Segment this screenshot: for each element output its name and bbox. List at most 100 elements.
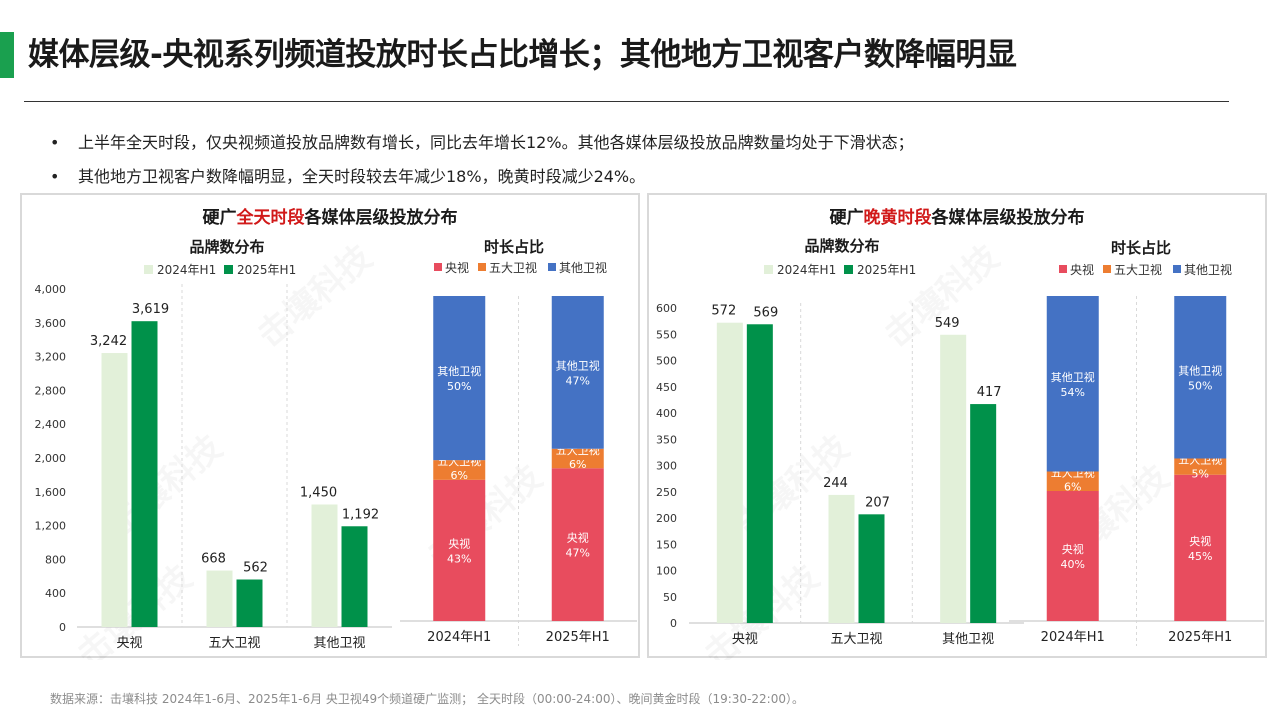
y-tick-label: 600 xyxy=(656,302,677,315)
x-tick-label: 其他卫视 xyxy=(313,636,365,651)
y-tick-label: 250 xyxy=(656,486,677,499)
bar-value-label: 668 xyxy=(201,552,226,567)
x-tick-label: 央视 xyxy=(732,632,758,647)
panel-all-day: 硬广全天时段各媒体层级投放分布 击壤科技击壤科技击壤科技击壤科技品牌数分布202… xyxy=(20,193,640,658)
bar-value-label: 244 xyxy=(823,476,848,491)
bar xyxy=(131,321,158,627)
legend-swatch xyxy=(1059,265,1067,273)
segment-value: 6% xyxy=(451,469,468,482)
segment-value: 6% xyxy=(569,458,586,471)
legend-label: 2025年H1 xyxy=(857,263,916,277)
legend-swatch xyxy=(1103,265,1111,273)
stack-segment xyxy=(551,296,604,449)
bar xyxy=(206,570,233,627)
legend-swatch xyxy=(224,265,233,274)
y-tick-label: 400 xyxy=(45,587,66,600)
y-tick-label: 3,200 xyxy=(35,351,67,364)
panel-title-pre: 硬广 xyxy=(829,208,864,228)
bar xyxy=(828,494,855,623)
bar xyxy=(716,322,743,623)
legend-label: 2024年H1 xyxy=(777,263,836,277)
stack-segment xyxy=(1174,296,1227,459)
panel-title-post: 各媒体层级投放分布 xyxy=(304,208,458,228)
source-note: 数据来源：击壤科技 2024年1-6月、2025年1-6月 央卫视49个频道硬广… xyxy=(50,692,804,706)
y-tick-label: 0 xyxy=(670,617,677,630)
y-tick-label: 1,200 xyxy=(35,520,67,533)
stack-segment xyxy=(1046,491,1099,621)
y-tick-label: 800 xyxy=(45,553,66,566)
legend-label: 五大卫视 xyxy=(489,260,537,275)
bar xyxy=(970,404,997,623)
segment-label: 央视 xyxy=(1062,542,1084,556)
legend-label: 2024年H1 xyxy=(157,263,216,277)
bar-value-label: 572 xyxy=(711,304,736,319)
y-tick-label: 550 xyxy=(656,328,677,341)
legend-swatch xyxy=(764,265,773,274)
segment-label: 央视 xyxy=(1189,534,1211,548)
stack-segment xyxy=(433,460,486,480)
segment-value: 5% xyxy=(1192,468,1209,481)
chart-title: 品牌数分布 xyxy=(804,237,879,255)
y-tick-label: 2,400 xyxy=(35,418,67,431)
legend-swatch xyxy=(1173,265,1181,273)
legend-swatch xyxy=(844,265,853,274)
segment-label: 央视 xyxy=(567,531,589,545)
y-tick-label: 450 xyxy=(656,381,677,394)
legend-label: 央视 xyxy=(1070,262,1094,277)
segment-value: 50% xyxy=(447,380,471,393)
bar-value-label: 569 xyxy=(753,305,778,320)
stack-segment xyxy=(1046,471,1099,491)
x-tick-label: 央视 xyxy=(116,636,142,651)
bar xyxy=(236,579,263,627)
legend-swatch xyxy=(548,263,556,271)
stack-segment xyxy=(433,479,486,621)
panel-title-highlight: 晚黄时段 xyxy=(863,208,932,228)
segment-value: 50% xyxy=(1188,379,1212,392)
x-tick-label: 2025年H1 xyxy=(546,630,610,645)
y-tick-label: 150 xyxy=(656,538,677,551)
bar xyxy=(746,324,773,623)
panel-title: 硬广全天时段各媒体层级投放分布 xyxy=(22,203,638,228)
bar-value-label: 1,192 xyxy=(342,507,379,522)
x-tick-label: 2024年H1 xyxy=(1041,630,1105,645)
legend-label: 2025年H1 xyxy=(237,263,296,277)
stack-segment xyxy=(1046,296,1099,472)
panel-title-post: 各媒体层级投放分布 xyxy=(931,208,1085,228)
y-tick-label: 0 xyxy=(59,621,66,634)
y-tick-label: 4,000 xyxy=(35,283,67,296)
chart-title: 时长占比 xyxy=(484,238,544,256)
y-tick-label: 2,000 xyxy=(35,452,67,465)
segment-value: 40% xyxy=(1061,558,1085,571)
y-tick-label: 50 xyxy=(663,591,677,604)
y-tick-label: 400 xyxy=(656,407,677,420)
bar xyxy=(311,504,338,627)
bullet-item: 上半年全天时段，仅央视频道投放品牌数有增长，同比去年增长12%。其他各媒体层级投… xyxy=(50,126,1230,160)
bar-value-label: 562 xyxy=(243,561,268,576)
legend-swatch xyxy=(478,263,486,271)
stack-segment xyxy=(1174,474,1227,621)
page-title: 媒体层级-央视系列频道投放时长占比增长；其他地方卫视客户数降幅明显 xyxy=(28,37,1017,73)
watermark-text: 击壤科技 xyxy=(250,238,380,356)
y-tick-label: 500 xyxy=(656,355,677,368)
bar xyxy=(341,526,368,627)
x-tick-label: 2024年H1 xyxy=(427,630,491,645)
chart-title: 时长占比 xyxy=(1111,239,1171,257)
y-tick-label: 1,600 xyxy=(35,486,67,499)
bar xyxy=(940,334,967,623)
segment-value: 54% xyxy=(1061,386,1085,399)
panel-charts-svg: 击壤科技击壤科技击壤科技击壤科技品牌数分布2024年H12025年H104008… xyxy=(35,238,637,651)
legend-label: 央视 xyxy=(445,260,469,275)
legend-label: 五大卫视 xyxy=(1114,262,1162,277)
title-accent-bar xyxy=(0,32,14,78)
bar-value-label: 417 xyxy=(977,385,1002,400)
x-tick-label: 2025年H1 xyxy=(1168,630,1232,645)
y-tick-label: 350 xyxy=(656,433,677,446)
panel-title-pre: 硬广 xyxy=(202,208,237,228)
x-tick-label: 五大卫视 xyxy=(208,636,260,651)
bar xyxy=(858,514,885,623)
segment-value: 6% xyxy=(1064,481,1081,494)
stack-segment xyxy=(1174,458,1227,475)
chart-title: 品牌数分布 xyxy=(189,238,264,256)
bar-value-label: 3,242 xyxy=(90,334,127,349)
bar-value-label: 207 xyxy=(865,495,890,510)
